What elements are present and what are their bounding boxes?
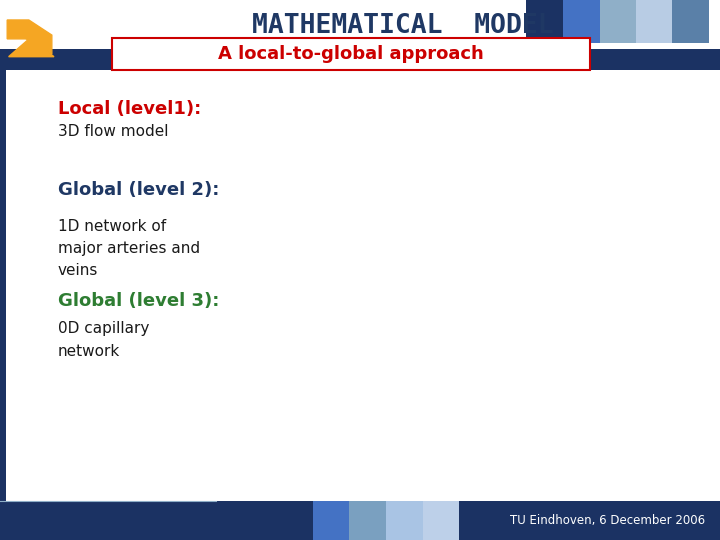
Bar bbox=[386, 501, 423, 540]
Text: 3D flow model: 3D flow model bbox=[58, 124, 168, 139]
Bar bbox=[349, 501, 386, 540]
FancyBboxPatch shape bbox=[112, 38, 590, 70]
Text: 0D capillary
network: 0D capillary network bbox=[58, 321, 149, 359]
Text: TU Eindhoven, 6 December 2006: TU Eindhoven, 6 December 2006 bbox=[510, 514, 706, 527]
Text: Global (level 3):: Global (level 3): bbox=[58, 292, 219, 309]
Bar bbox=[459, 501, 720, 540]
Bar bbox=[313, 501, 349, 540]
Text: MATHEMATICAL  MODEL: MATHEMATICAL MODEL bbox=[253, 13, 554, 39]
Polygon shape bbox=[7, 20, 52, 54]
Text: Local (level1):: Local (level1): bbox=[58, 100, 201, 118]
Bar bbox=[672, 0, 709, 43]
Bar bbox=[0, 501, 313, 540]
Bar bbox=[0, 49, 720, 70]
Text: 1D network of
major arteries and
veins: 1D network of major arteries and veins bbox=[58, 219, 199, 278]
Polygon shape bbox=[9, 38, 54, 57]
Bar bbox=[423, 501, 459, 540]
Bar bbox=[600, 0, 637, 43]
Bar bbox=[0, 70, 6, 501]
Bar bbox=[636, 0, 674, 43]
Bar bbox=[563, 0, 600, 43]
Text: Global (level 2):: Global (level 2): bbox=[58, 181, 219, 199]
Bar bbox=[526, 0, 563, 43]
Text: A local-to-global approach: A local-to-global approach bbox=[218, 45, 484, 63]
